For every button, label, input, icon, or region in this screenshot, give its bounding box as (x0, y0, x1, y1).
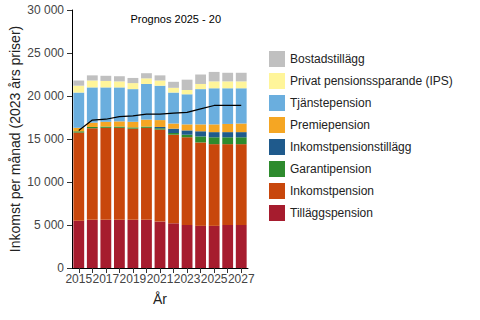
svg-text:20 000: 20 000 (27, 89, 64, 103)
svg-text:10 000: 10 000 (27, 175, 64, 189)
svg-text:15 000: 15 000 (27, 132, 64, 146)
svg-text:2015: 2015 (65, 272, 92, 286)
svg-text:2019: 2019 (120, 272, 147, 286)
svg-text:Inkomstpension: Inkomstpension (290, 184, 374, 198)
svg-text:30 000: 30 000 (27, 3, 64, 17)
svg-text:Garantipension: Garantipension (290, 162, 371, 176)
svg-text:Tilläggspension: Tilläggspension (290, 206, 373, 220)
svg-text:År: År (153, 291, 167, 307)
svg-text:Bostadstillägg: Bostadstillägg (290, 52, 365, 66)
svg-text:Tjänstepension: Tjänstepension (290, 96, 371, 110)
svg-text:2027: 2027 (228, 272, 255, 286)
svg-text:2021: 2021 (147, 272, 174, 286)
svg-text:5 000: 5 000 (34, 218, 64, 232)
svg-text:2023: 2023 (174, 272, 201, 286)
svg-text:0: 0 (57, 261, 64, 275)
svg-text:Inkomstpensionstillägg: Inkomstpensionstillägg (290, 140, 411, 154)
svg-text:Privat pensionssparande (IPS): Privat pensionssparande (IPS) (290, 74, 453, 88)
svg-text:25 000: 25 000 (27, 46, 64, 60)
svg-text:2025: 2025 (201, 272, 228, 286)
svg-text:Prognos 2025 - 20: Prognos 2025 - 20 (130, 13, 221, 25)
svg-text:2017: 2017 (92, 272, 119, 286)
svg-text:Premiepension: Premiepension (290, 118, 370, 132)
svg-text:Inkomst per månad (2023 års pr: Inkomst per månad (2023 års priser) (7, 26, 23, 252)
